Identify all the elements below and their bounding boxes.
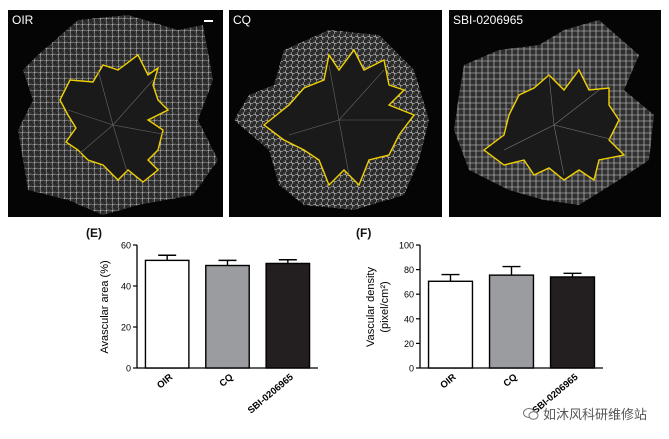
retina-image-oir: OIR xyxy=(8,10,223,217)
retina-flatmount-sbi xyxy=(454,20,654,205)
bar-cq xyxy=(205,264,250,369)
panel-label: OIR xyxy=(12,13,34,27)
bar-oir xyxy=(427,280,474,369)
y-tick-label: 100 xyxy=(399,241,414,251)
y-axis-label: Avascular area (%) xyxy=(99,260,111,353)
y-tick-label: 40 xyxy=(404,314,414,324)
y-tick-label: 20 xyxy=(121,323,131,333)
y-tick-label: 0 xyxy=(126,364,131,374)
y-tick-label: 40 xyxy=(121,282,131,292)
y-tick-label: 0 xyxy=(409,364,414,374)
panel-label: SBI-0206965 xyxy=(453,13,524,27)
avascular-outline xyxy=(59,53,170,183)
y-tick-label: 80 xyxy=(404,265,414,275)
bar-sbi-0206965 xyxy=(549,276,596,369)
x-tick-label: CQ xyxy=(501,372,519,390)
avascular-outline xyxy=(262,48,416,187)
retina-image-cq: CQ xyxy=(229,10,442,217)
watermark-text: 如沐风科研维修站 xyxy=(542,408,647,423)
x-tick-label: OIR xyxy=(438,372,458,391)
y-tick-label: 60 xyxy=(121,241,131,251)
bar-sbi-0206965 xyxy=(265,262,311,369)
y-tick-label: 20 xyxy=(404,339,414,349)
panel-label: CQ xyxy=(233,13,251,27)
y-axis-label-line2: (pixel/cm²) xyxy=(379,281,391,332)
panel-letter-f: (F) xyxy=(356,226,372,240)
wechat-icon xyxy=(522,407,539,420)
panel-letter-e: (E) xyxy=(86,226,102,240)
bar-oir xyxy=(144,259,190,369)
retina-image-sbi: SBI-0206965 xyxy=(449,10,661,217)
retina-flatmount-oir xyxy=(18,15,218,215)
watermark: 如沐风科研维修站 xyxy=(522,404,647,423)
y-tick-label: 60 xyxy=(404,290,414,300)
scale-bar xyxy=(204,20,213,22)
retina-flatmount-cq xyxy=(234,30,429,210)
y-axis-label-line1: Vascular density xyxy=(365,267,377,347)
bar-cq xyxy=(488,274,535,369)
